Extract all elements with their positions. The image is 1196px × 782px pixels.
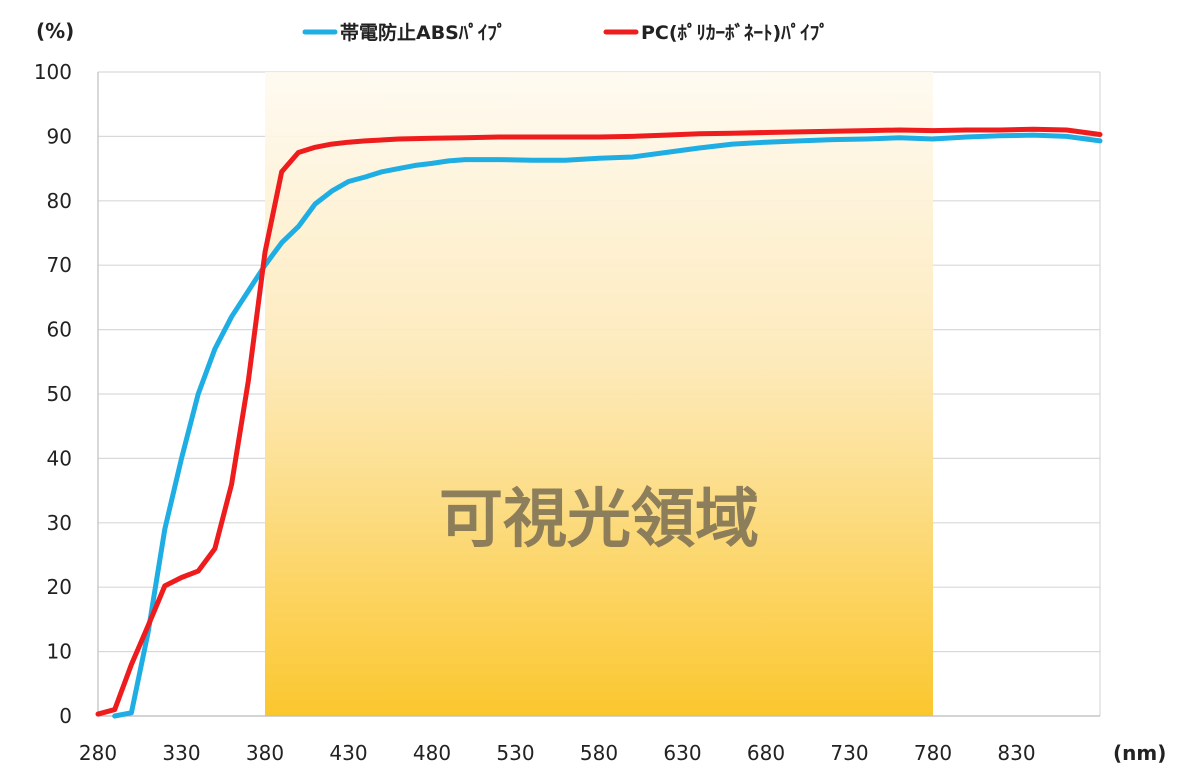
x-tick-label: 780 (914, 741, 952, 765)
y-tick-label: 50 (47, 382, 72, 406)
x-tick-label: 580 (580, 741, 618, 765)
x-tick-label: 630 (663, 741, 701, 765)
x-tick-label: 430 (329, 741, 367, 765)
x-tick-label: 480 (413, 741, 451, 765)
y-tick-label: 0 (59, 704, 72, 728)
legend-label: PC(ﾎﾟﾘｶｰﾎﾞﾈｰﾄ)ﾊﾟｲﾌﾟ (641, 21, 829, 44)
y-tick-label: 30 (47, 511, 72, 535)
series-line-abs (112, 132, 1103, 719)
region-layer: 可視光領域 (265, 72, 933, 716)
y-axis-unit-label: (%) (36, 19, 74, 43)
y-tick-label: 10 (47, 640, 72, 664)
x-axis-unit-label: (nm) (1113, 741, 1166, 765)
visible-light-region (265, 72, 933, 716)
x-tick-label: 830 (997, 741, 1035, 765)
visible-light-region-label: 可視光領域 (439, 483, 759, 557)
y-tick-label: 40 (47, 446, 72, 470)
series-layer (95, 126, 1103, 719)
y-tick-label: 70 (47, 253, 72, 277)
x-tick-label: 380 (246, 741, 284, 765)
axis-layer: 0 10 20 30 40 50 60 70 80 90 100 280 330 380 430 480 530… (34, 19, 1167, 765)
y-tick-label: 20 (47, 575, 72, 599)
x-tick-label: 280 (79, 741, 117, 765)
x-tick-label: 680 (747, 741, 785, 765)
y-tick-label: 60 (47, 318, 72, 342)
y-tick-label: 90 (47, 124, 72, 148)
series-line-pc (95, 126, 1103, 717)
y-tick-label: 80 (47, 189, 72, 213)
legend-label: 帯電防止ABSﾊﾟｲﾌﾟ (340, 21, 506, 44)
x-tick-label: 530 (496, 741, 534, 765)
y-tick-label: 100 (34, 60, 72, 84)
x-tick-label: 730 (830, 741, 868, 765)
x-tick-label: 330 (162, 741, 200, 765)
legend-layer: 帯電防止ABSﾊﾟｲﾌﾟ PC(ﾎﾟﾘｶｰﾎﾞﾈｰﾄ)ﾊﾟｲﾌﾟ (302, 21, 829, 44)
